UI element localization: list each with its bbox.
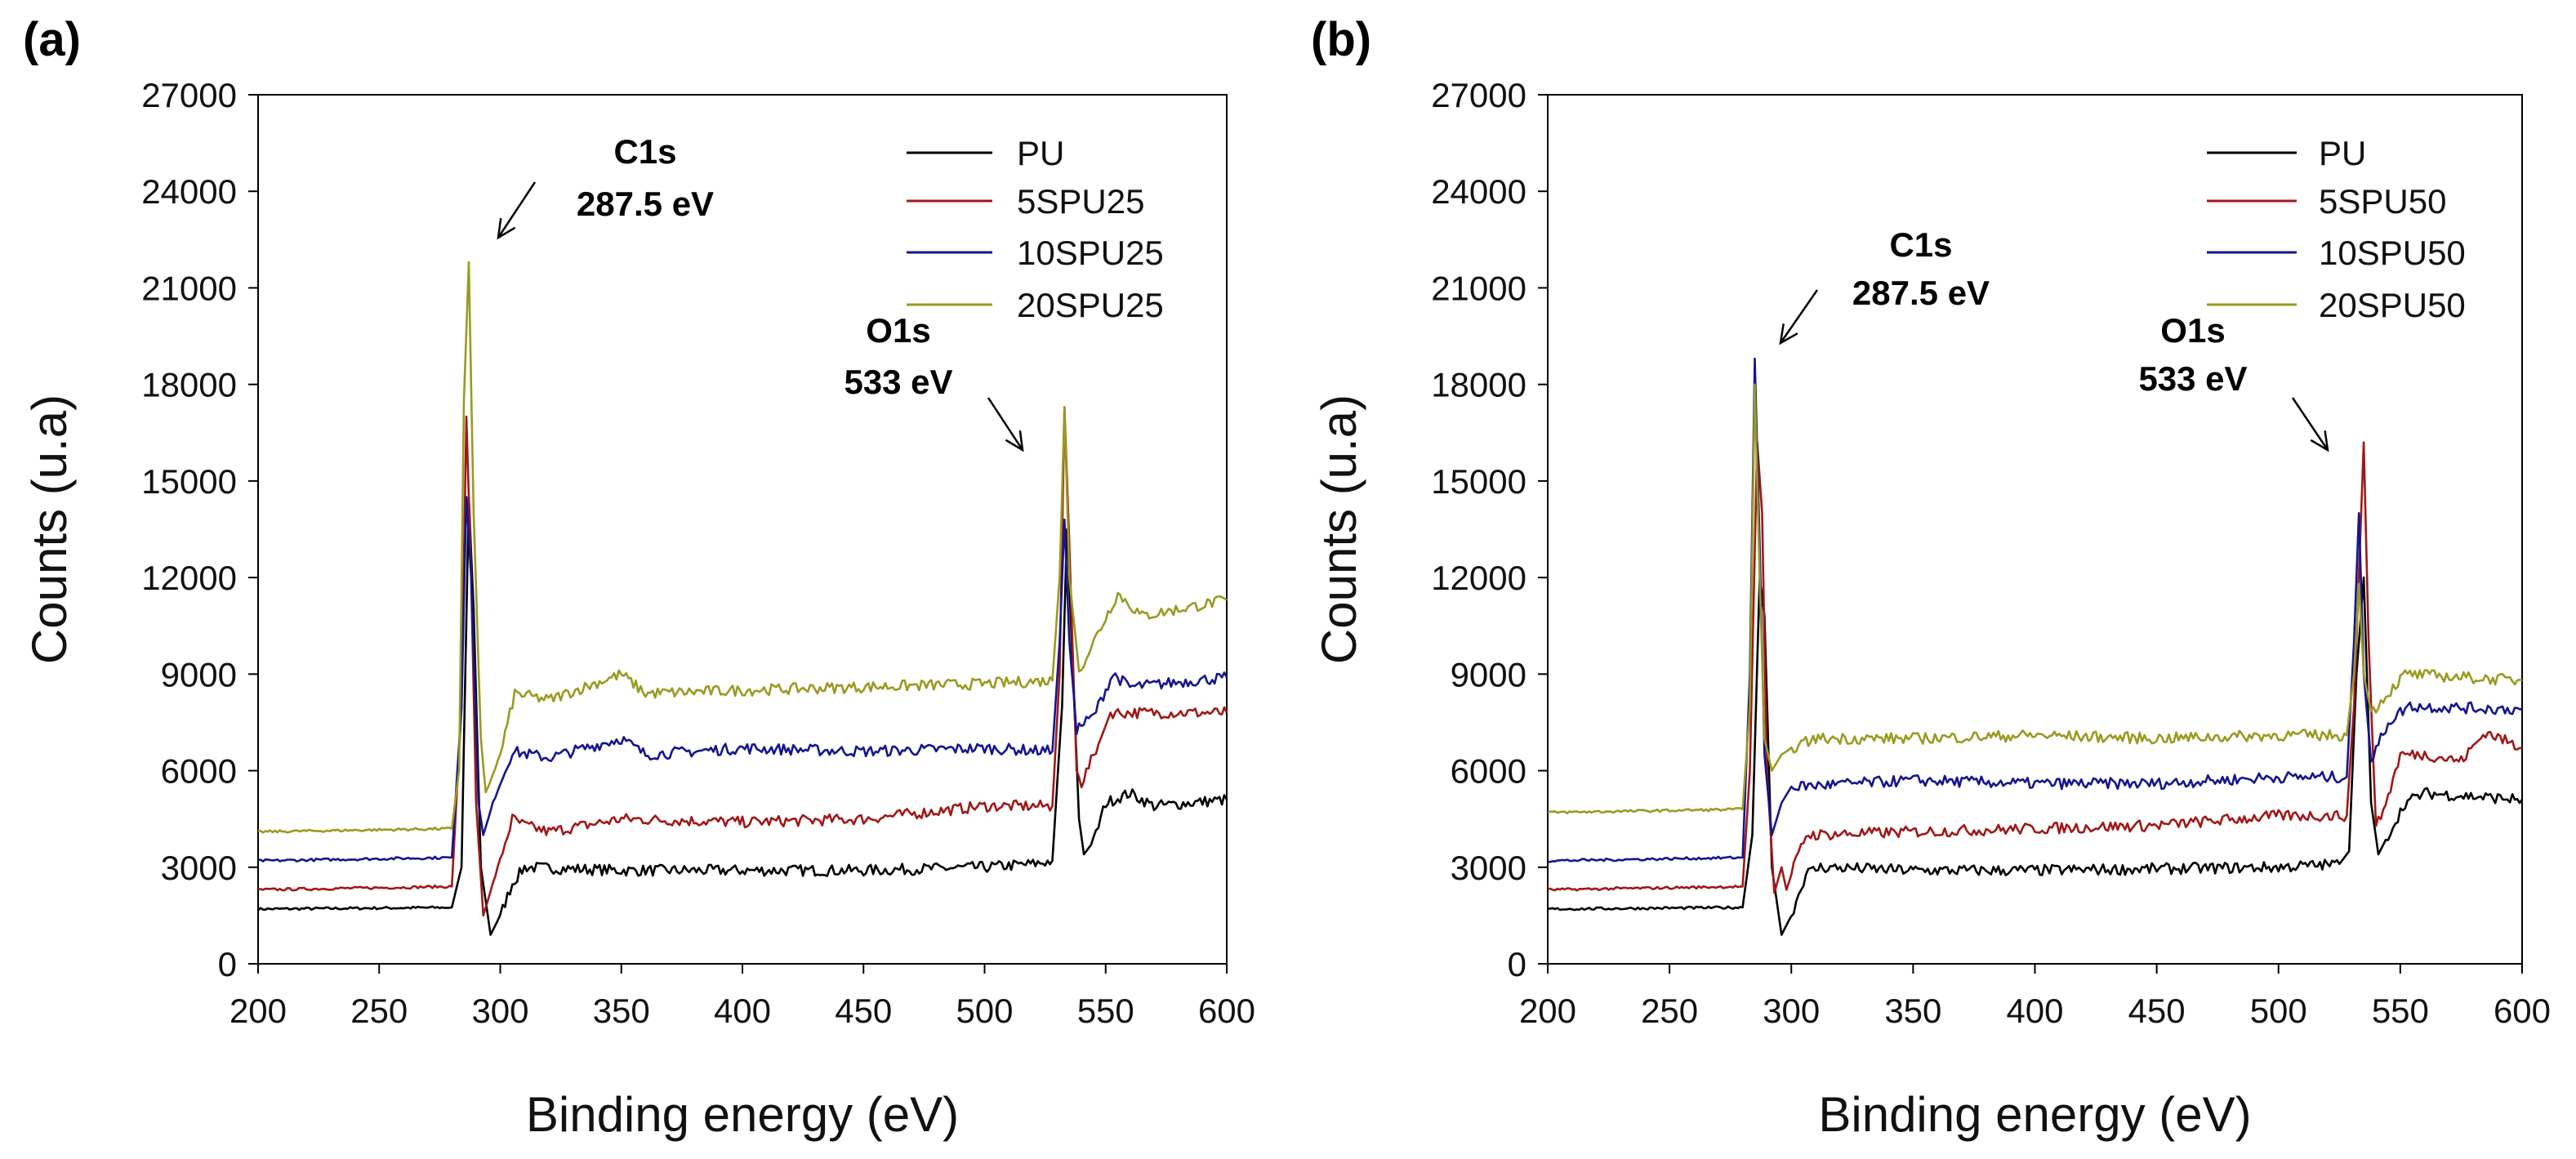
legend-label: PU [2319,134,2366,172]
y-axis-title: Counts (u.a) [22,395,77,664]
x-tick-label: 300 [471,992,528,1030]
legend-label: 5SPU50 [2319,182,2446,221]
y-tick-label: 0 [1508,945,1526,983]
annotation-peak-name: O1s [2160,311,2225,350]
annotation-arrow [987,397,1024,451]
x-tick-label: 550 [1077,992,1134,1030]
y-axis-title: Counts (u.a) [1312,395,1366,664]
y-tick-label: 24000 [141,172,237,211]
arrow-head-icon [2310,430,2329,452]
annotation-arrow [2291,397,2329,451]
x-tick-label: 500 [956,992,1013,1030]
y-tick-label: 3000 [161,849,237,887]
y-tick-label: 24000 [1431,172,1526,211]
x-tick-label: 500 [2250,992,2307,1030]
y-tick-label: 3000 [1451,849,1526,887]
annotation-peak-energy: 287.5 eV [577,185,714,223]
y-tick-label: 21000 [1431,269,1526,307]
x-tick-label: 200 [230,992,287,1030]
annotation-peak-name: O1s [866,311,930,350]
annotation-peak-energy: 533 eV [2138,359,2247,398]
series-line-10spu25 [257,496,1228,863]
y-tick-label: 6000 [161,752,237,791]
x-tick-label: 250 [1641,992,1698,1030]
y-tick-label: 0 [218,945,237,983]
y-tick-label: 9000 [161,655,237,693]
annotation-peak-energy: 533 eV [844,363,952,401]
series-line-20spu25 [257,261,1228,834]
annotation-arrow [1779,289,1819,344]
x-tick-label: 600 [1198,992,1255,1030]
legend-label: 20SPU25 [1017,286,1164,324]
y-tick-label: 18000 [1431,366,1526,404]
y-tick-label: 18000 [141,366,237,404]
y-tick-label: 12000 [141,559,237,597]
legend-label: 10SPU25 [1017,234,1164,272]
x-tick-label: 400 [714,992,771,1030]
arrow-head-icon [1779,323,1798,345]
y-tick-label: 21000 [141,269,237,307]
arrow-head-icon [1005,430,1024,452]
series-line-10spu50 [1547,357,2523,863]
y-tick-label: 27000 [1431,76,1526,114]
panel-label: (b) [1311,13,1371,66]
panel-b: (b)200 250 300 350 400 450 500 550 6000300060009… [1311,13,2551,1142]
y-tick-label: 15000 [1431,462,1526,501]
x-axis-title: Binding energy (eV) [526,1087,959,1142]
y-tick-label: 12000 [1431,559,1526,597]
legend-label: PU [1017,134,1064,172]
y-tick-label: 9000 [1451,655,1526,693]
series-line-20spu50 [1547,383,2523,815]
x-tick-label: 300 [1763,992,1820,1030]
annotation-peak-name: C1s [613,132,676,171]
legend-label: 5SPU25 [1017,182,1144,221]
x-tick-label: 400 [2006,992,2063,1030]
legend-label: 10SPU50 [2319,234,2466,272]
annotation-arrow [497,181,537,238]
x-tick-label: 450 [2128,992,2186,1030]
panel-a: (a)200 250 300 350 400 450 500 550 6000300060009… [22,13,1255,1142]
series-line-pu [1547,576,2524,936]
annotation-peak-name: C1s [1889,225,1952,264]
arrow-head-icon [497,218,516,240]
panel-label: (a) [23,13,81,66]
y-tick-label: 15000 [141,462,237,501]
x-tick-label: 600 [2494,992,2551,1030]
x-axis-title: Binding energy (eV) [1818,1087,2251,1142]
legend-label: 20SPU50 [2319,286,2466,324]
annotation-peak-energy: 287.5 eV [1852,274,1990,312]
y-tick-label: 27000 [141,76,237,114]
x-tick-label: 200 [1519,992,1576,1030]
series-line-5spu50 [1547,441,2523,894]
x-tick-label: 350 [593,992,650,1030]
x-tick-label: 250 [350,992,408,1030]
y-tick-label: 6000 [1451,752,1526,791]
x-tick-label: 350 [1884,992,1941,1030]
x-tick-label: 550 [2372,992,2429,1030]
x-tick-label: 450 [835,992,892,1030]
series-line-pu [257,496,1228,936]
